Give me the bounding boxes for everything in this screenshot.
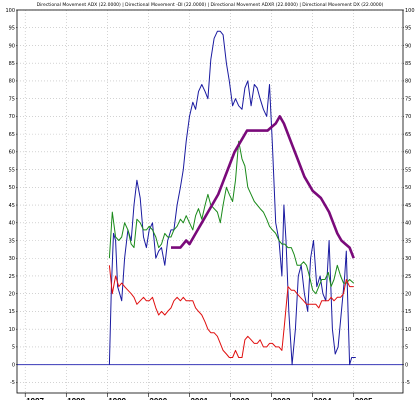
- x-tick-label: 2005: [355, 397, 373, 400]
- y-tick-label: 65: [9, 132, 15, 138]
- y-tick-label: 40: [405, 221, 411, 227]
- grid: [17, 9, 403, 393]
- y-tick-label: 60: [405, 150, 411, 156]
- y-tick-label: 5: [12, 345, 15, 351]
- y-tick-label: 95: [9, 26, 15, 32]
- y-tick-label: 80: [405, 79, 411, 85]
- series-line-3: [108, 265, 354, 358]
- y-tick-label: 45: [9, 203, 15, 209]
- x-tick-label: 2004: [314, 397, 332, 400]
- x-tick-label: 2000: [149, 397, 167, 400]
- y-tick-label: 65: [405, 132, 411, 138]
- y-tick-label: 70: [9, 114, 15, 120]
- y-tick-label: 15: [405, 309, 411, 315]
- y-tick-label: 35: [405, 238, 411, 244]
- x-tick-label: 2002: [232, 397, 250, 400]
- y-tick-label: 85: [405, 61, 411, 67]
- y-tick-label: 15: [9, 309, 15, 315]
- y-tick-label: 95: [405, 26, 411, 32]
- x-tick-label: 2003: [273, 397, 291, 400]
- series-line-1: [108, 30, 356, 366]
- y-tick-label: 90: [9, 43, 15, 49]
- y-tick-label: 25: [405, 274, 411, 280]
- y-tick-label: 50: [9, 185, 15, 191]
- y-tick-label: 0: [12, 362, 15, 368]
- y-tick-label: 60: [9, 150, 15, 156]
- y-tick-label: 75: [9, 96, 15, 102]
- y-tick-label: 80: [9, 79, 15, 85]
- series-group: [108, 30, 356, 366]
- x-tick-label: 1998: [67, 397, 85, 400]
- y-tick-label: 90: [405, 43, 411, 49]
- frame-group: [16, 9, 404, 394]
- y-tick-label: -5: [405, 380, 410, 386]
- x-tick-label: 1999: [108, 397, 126, 400]
- y-tick-label: 100: [405, 8, 415, 14]
- y-tick-label: 0: [405, 362, 408, 368]
- x-ticks: 1997 1998 1999 2000 2001 2002 2003 2004 2005: [24, 393, 373, 400]
- y-tick-label: 25: [9, 274, 15, 280]
- y-tick-label: 10: [405, 327, 411, 333]
- y-tick-label: 75: [405, 96, 411, 102]
- y-tick-label: 85: [9, 61, 15, 67]
- y-tick-label: 20: [9, 292, 15, 298]
- y-tick-label: 35: [9, 238, 15, 244]
- series-line-4: [171, 115, 355, 259]
- y-tick-label: 55: [9, 167, 15, 173]
- y-tick-label: 30: [9, 256, 15, 262]
- y-tick-label: 45: [405, 203, 411, 209]
- y-tick-label: 100: [5, 8, 15, 14]
- y-tick-label: 50: [405, 185, 411, 191]
- y-tick-label: 30: [405, 256, 411, 262]
- y-tick-label: 20: [405, 292, 411, 298]
- y-ticks-right: -5 0 5 10 15 20 25 30 35 40 45 50 55 60 65 70 75 80 85 90 95…: [403, 8, 415, 386]
- y-tick-label: 55: [405, 167, 411, 173]
- y-tick-label: 10: [9, 327, 15, 333]
- plot-frame: [16, 9, 404, 394]
- y-tick-label: 5: [405, 345, 408, 351]
- y-tick-label: 40: [9, 221, 15, 227]
- y-ticks-left: -5 0 5 10 15 20 25 30 35 40 45 50 55 60 65 70 75 80 85 90 95…: [5, 8, 17, 386]
- y-tick-label: -5: [10, 380, 15, 386]
- x-tick-label: 2001: [190, 397, 208, 400]
- y-tick-label: 70: [405, 114, 411, 120]
- chart-title: Directional Movement ADX (22.0000) | Dir…: [37, 2, 384, 8]
- x-tick-label: 1997: [26, 397, 44, 400]
- series-line-2: [108, 140, 355, 295]
